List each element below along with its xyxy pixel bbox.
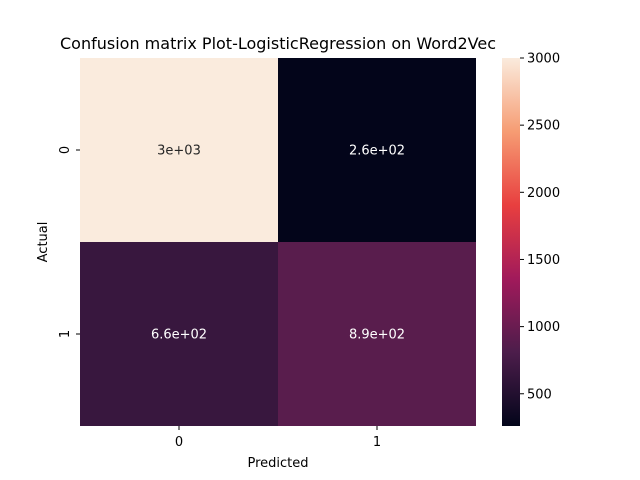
heatmap-cell	[278, 242, 476, 426]
heatmap-cell	[278, 58, 476, 242]
heatmap-cell	[80, 58, 278, 242]
colorbar-tick-label: 3000	[527, 52, 560, 67]
y-axis-ticks: 01	[58, 146, 80, 338]
colorbar-tick-label: 1500	[527, 253, 560, 268]
x-tick-label: 1	[373, 435, 381, 450]
y-axis-label: Actual	[36, 222, 51, 263]
x-tick-label: 0	[175, 435, 183, 450]
cell-value-label: 3e+03	[157, 144, 201, 159]
heatmap-cell	[80, 242, 278, 426]
colorbar-tick-label: 1000	[527, 320, 560, 335]
y-tick-label: 1	[58, 330, 73, 338]
cell-value-label: 8.9e+02	[349, 328, 405, 343]
chart-title: Confusion matrix Plot-LogisticRegression…	[60, 34, 496, 53]
colorbar	[502, 58, 520, 426]
y-tick-label: 0	[58, 146, 73, 154]
colorbar-ticks: 3000 2500 2000 1500 1000 500	[520, 52, 560, 402]
cell-value-label: 6.6e+02	[151, 328, 207, 343]
x-axis-label: Predicted	[247, 456, 308, 471]
heatmap-cells: 3e+03 2.6e+02 6.6e+02 8.9e+02	[80, 58, 476, 426]
colorbar-tick-label: 500	[527, 387, 552, 402]
cell-value-label: 2.6e+02	[349, 144, 405, 159]
colorbar-tick-label: 2500	[527, 119, 560, 134]
colorbar-tick-label: 2000	[527, 186, 560, 201]
